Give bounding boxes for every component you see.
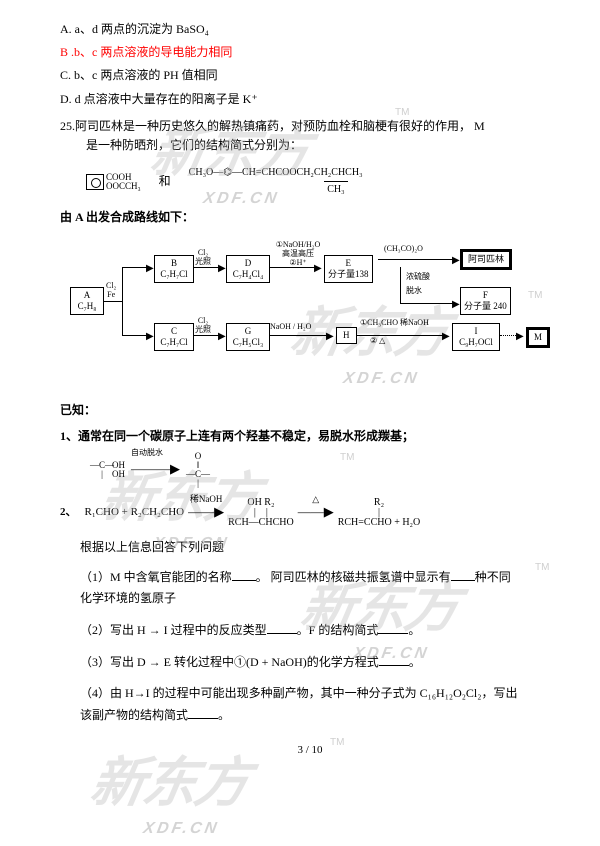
synthesis-flowchart: A C₇H₈ Cl₂Fe ▶ ▶ B C₇H₇Cl C C₇H₇Cl ▶ Cl₂…	[70, 237, 560, 387]
tm-mark: TM	[535, 560, 549, 576]
box-m: M	[526, 327, 550, 348]
ans4-c: 。	[218, 708, 230, 722]
answer-3: （3）写出 D → E 转化过程中①(D + NaOH)的化学方程式 。	[80, 652, 560, 674]
box-d-formula: C₇H₄Cl₄	[230, 269, 266, 280]
arrow-de: ①NaOH/H₂O高温高压②H⁺	[268, 241, 328, 267]
box-b-label: B	[158, 258, 190, 269]
rule-2-equation: 2、 R₁CHO + R₂CH₂CHO 稀NaOH ——▶ OH R₂ | | …	[60, 498, 560, 528]
arrow-icon: ———▶	[131, 461, 180, 476]
known-label: 已知：	[60, 401, 560, 420]
page-number: 3 / 10	[60, 742, 560, 760]
benzene-ring-icon	[86, 174, 104, 190]
tm-mark: TM	[330, 735, 344, 751]
box-e-sub: 分子量138	[328, 269, 369, 280]
box-b: B C₇H₇Cl	[154, 255, 194, 283]
option-c: C. b、c 两点溶液的 PH 值相同	[60, 66, 560, 85]
box-a-formula: C₇H₈	[74, 301, 100, 312]
route-label: 由 A 出发合成路线如下：	[60, 208, 560, 227]
box-a: A C₇H₈	[70, 287, 104, 315]
box-e-label: E	[328, 258, 369, 269]
ans1-d: 化学环境的氢原子	[80, 588, 560, 610]
watermark-text: 新东方	[86, 753, 253, 813]
tm-mark: TM	[340, 450, 354, 466]
conjunction: 和	[159, 172, 171, 191]
question-25: 25.阿司匹林是一种历史悠久的解热镇痛药，对预防血栓和脑梗有很好的作用， M 是…	[60, 117, 560, 155]
arrow-hi2: ② △	[370, 337, 385, 346]
answer-2: （2）写出 H → I 过程中的反应类型 。F 的结构简式 。	[80, 620, 560, 642]
arrow-cl2: Cl₂Fe	[106, 282, 116, 300]
structures-row: COOH OOCCH₃ 和 CH₃O—⌬—CH=CHCOOCH₂CH₂CHCH₃…	[86, 165, 560, 198]
box-i: I C₉H₇OCl	[452, 323, 500, 351]
q25-line1: 25.阿司匹林是一种历史悠久的解热镇痛药，对预防血栓和脑梗有很好的作用， M	[60, 117, 560, 136]
ans3-b: 。	[409, 655, 421, 669]
watermark-sub: XDF.CN	[141, 816, 242, 842]
answer-label: 根据以上信息回答下列问题	[80, 538, 560, 557]
box-f: F 分子量 240	[460, 287, 511, 315]
ans1-c: 种不同	[475, 570, 511, 584]
box-c-label: C	[158, 326, 190, 337]
box-c-formula: C₇H₇Cl	[158, 337, 190, 348]
box-f-sub: 分子量 240	[464, 301, 507, 312]
struct1-bot: OOCCH₃	[106, 182, 141, 191]
m-structure-sub: CH₃	[324, 181, 347, 198]
box-i-label: I	[456, 326, 496, 337]
ans4-a: （4）由 H→I 的过程中可能出现多种副产物，其中一种分子式为 C₁₆H₁₂O₂…	[80, 686, 517, 700]
box-h: H	[336, 327, 357, 344]
rule-1: 1、通常在同一个碳原子上连有两个羟基不稳定，易脱水形成羰基；	[60, 427, 560, 446]
arrow-gh: NaOH / H₂O	[270, 323, 311, 332]
box-e: E 分子量138	[324, 255, 373, 283]
aspirin-structure: COOH OOCCH₃	[86, 173, 141, 191]
rule2-arr1: 稀NaOH	[188, 492, 224, 506]
m-structure: CH₃O—⌬—CH=CHCOOCH₂CH₂CHCH₃	[189, 165, 363, 181]
box-g-label: G	[230, 326, 266, 337]
option-b: B .b、c 两点溶液的导电能力相同	[60, 43, 560, 62]
answer-1: （1）M 中含氧官能团的名称 。 阿司匹林的核磁共振氢谱中显示有 种不同 化学环境的…	[80, 567, 560, 610]
ans1-a: （1）M 中含氧官能团的名称	[80, 570, 232, 584]
dehydration-label: 自动脱水	[131, 447, 180, 460]
rule2-right: RCH=CCHO + H₂O	[338, 518, 421, 528]
box-a-label: A	[74, 290, 100, 301]
box-g: G C₇H₅Cl₃	[226, 323, 270, 351]
box-d-label: D	[230, 258, 266, 269]
rule2-mid: RCH—CHCHO	[228, 518, 294, 528]
rule2-arr2: △	[298, 492, 334, 506]
ans2-a: （2）写出 H → I 过程中的反应类型	[80, 623, 267, 637]
ans1-b: 。 阿司匹林的核磁共振氢谱中显示有	[256, 570, 451, 584]
mol-oh-bot: OH	[112, 470, 125, 479]
ans2-c: 。	[408, 623, 420, 637]
box-b-formula: C₇H₇Cl	[158, 269, 190, 280]
arrow-ef1: 浓硫酸	[406, 273, 430, 282]
ans4-b: 该副产物的结构简式	[80, 708, 188, 722]
answer-section: 根据以上信息回答下列问题 （1）M 中含氧官能团的名称 。 阿司匹林的核磁共振氢谱…	[60, 538, 560, 727]
arrow-hi1: ①CH₃CHO 稀NaOH	[360, 319, 429, 328]
q25-line2: 是一种防晒剂，它们的结构简式分别为：	[60, 136, 560, 155]
box-g-formula: C₇H₅Cl₃	[230, 337, 266, 348]
option-a: A. a、d 两点的沉淀为 BaSO₄	[60, 20, 560, 39]
box-aspirin: 阿司匹林	[460, 249, 512, 270]
box-f-label: F	[464, 290, 507, 301]
box-i-formula: C₉H₇OCl	[456, 337, 496, 348]
dehydration-diagram: —C— | OH OH 自动脱水 ———▶ O ‖ —C— |	[90, 452, 560, 488]
arrow-bd: Cl₂光照	[195, 249, 211, 267]
rule2-left: R₁CHO + R₂CH₂CHO	[85, 504, 185, 522]
box-c: C C₇H₇Cl	[154, 323, 194, 351]
answer-4: （4）由 H→I 的过程中可能出现多种副产物，其中一种分子式为 C₁₆H₁₂O₂…	[80, 683, 560, 726]
arrow-cg: Cl₂光照	[195, 317, 211, 335]
rule2-num: 2、	[60, 504, 77, 522]
box-d: D C₇H₄Cl₄	[226, 255, 270, 283]
tm-mark: TM	[395, 105, 409, 121]
arrow-ea: (CH₃CO)₂O	[384, 245, 423, 254]
arrow-ef2: 脱水	[406, 287, 422, 296]
option-d: D. d 点溶液中大量存在的阳离子是 K⁺	[60, 90, 560, 109]
ans2-b: 。F 的结构简式	[297, 623, 379, 637]
ans3-a: （3）写出 D → E 转化过程中①(D + NaOH)的化学方程式	[80, 655, 379, 669]
